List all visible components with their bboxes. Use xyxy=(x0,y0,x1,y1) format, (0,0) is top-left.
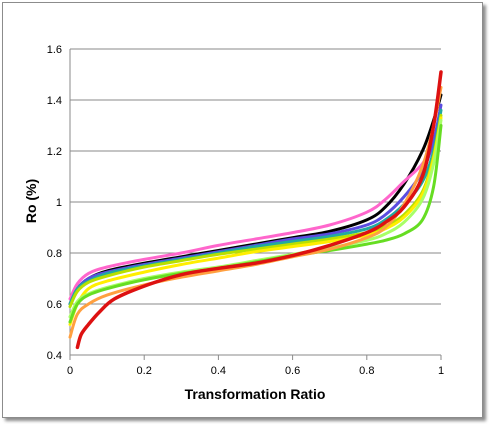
series-line-3 xyxy=(68,103,443,306)
y-tick-label: 1.6 xyxy=(47,44,62,56)
series-line-9 xyxy=(68,85,443,339)
x-tick-label: 0.4 xyxy=(211,365,226,377)
series-line-5 xyxy=(68,113,443,309)
series-line-6 xyxy=(68,116,443,326)
series-line-10 xyxy=(75,70,443,350)
x-tick-label: 0.2 xyxy=(137,365,152,377)
y-tick-label: 0.6 xyxy=(47,299,62,311)
y-tick-label: 0.8 xyxy=(47,248,62,260)
x-axis-title: Transformation Ratio xyxy=(185,386,326,402)
axes xyxy=(69,49,442,360)
tick-labels: 0.4 0.6 0.8 1 1.2 1.4 1.6 0 0.2 0.4 0.6 0.8 1 xyxy=(47,44,444,377)
y-tick-label: 1.4 xyxy=(47,95,62,107)
x-tick-label: 0.8 xyxy=(359,365,374,377)
y-axis-title: Ro (%) xyxy=(23,179,39,223)
x-tick-label: 1 xyxy=(438,365,444,377)
x-tick-label: 0.6 xyxy=(285,365,300,377)
gridlines xyxy=(70,48,441,305)
series-group xyxy=(68,70,443,350)
y-tick-label: 1.2 xyxy=(47,146,62,158)
y-tick-label: 0.4 xyxy=(47,350,62,362)
x-tick-label: 0 xyxy=(67,365,73,377)
y-tick-label: 1 xyxy=(56,197,62,209)
series-line-2 xyxy=(68,124,443,301)
